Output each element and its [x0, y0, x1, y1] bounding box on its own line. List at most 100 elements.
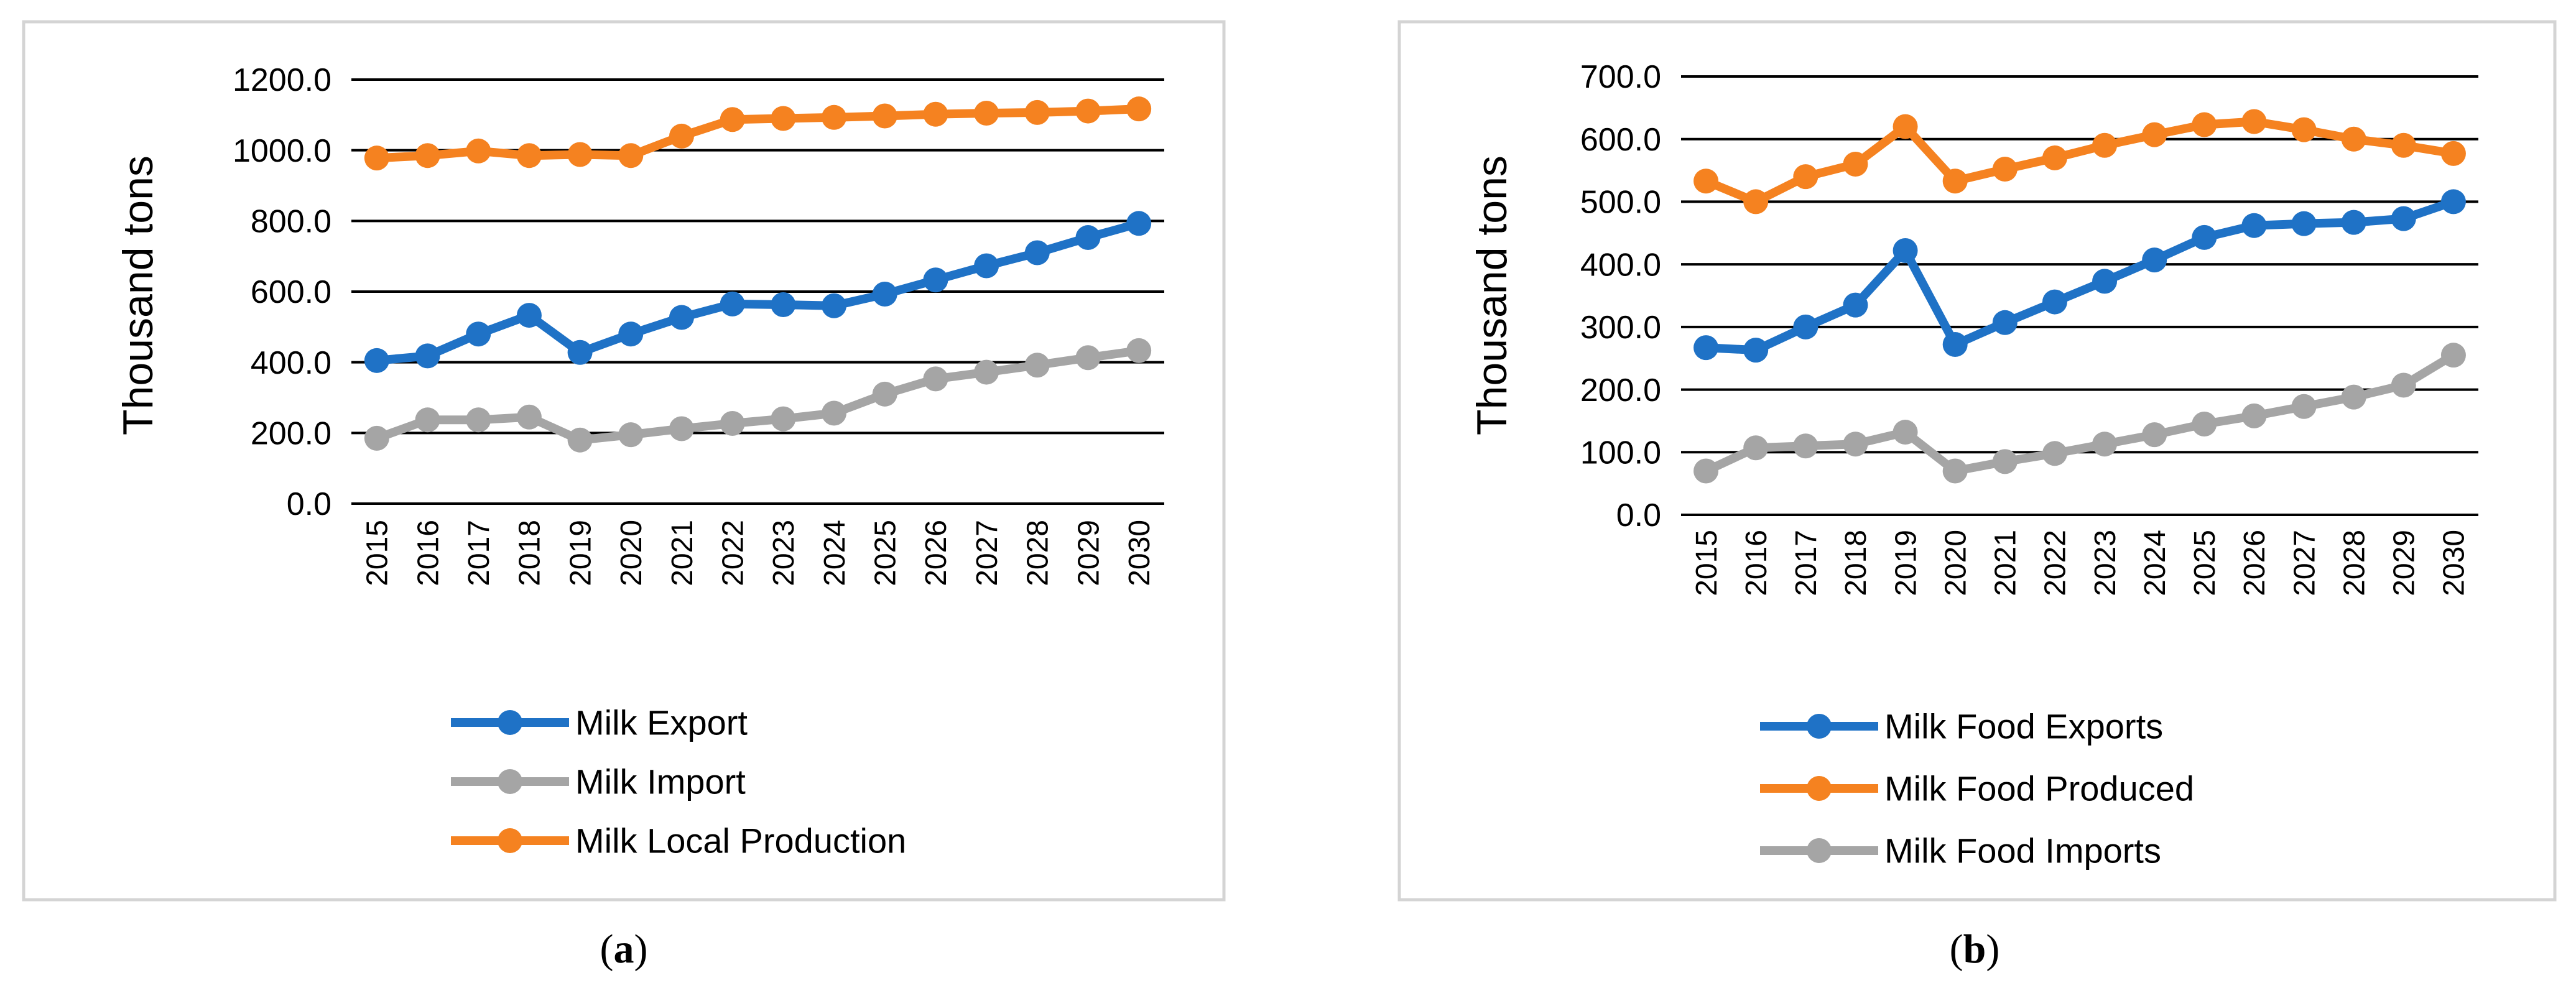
y-tick-label: 700.0 — [1580, 59, 1661, 95]
x-tick-label: 2015 — [1690, 530, 1723, 596]
legend-swatch-marker — [498, 710, 522, 735]
data-point — [1126, 211, 1152, 236]
legend-label: Milk Food Produced — [1884, 769, 2194, 808]
x-tick-label: 2024 — [2139, 530, 2172, 596]
x-tick-label: 2025 — [2189, 530, 2222, 596]
x-tick-label: 2023 — [2089, 530, 2122, 596]
legend-swatch-marker — [1807, 714, 1832, 739]
data-point — [923, 101, 948, 127]
legend-label: Milk Food Exports — [1884, 707, 2163, 746]
data-point — [720, 410, 745, 436]
data-point — [618, 422, 644, 448]
x-tick-label: 2029 — [2388, 530, 2421, 596]
data-point — [1024, 240, 1050, 265]
y-tick-label: 600.0 — [1580, 122, 1661, 158]
caption-b-letter: b — [1963, 926, 1986, 972]
data-point — [1843, 292, 1868, 318]
x-tick-label: 2018 — [1840, 530, 1873, 596]
data-point — [415, 143, 440, 169]
data-point — [1942, 169, 1968, 194]
x-tick-label: 2024 — [818, 520, 851, 586]
data-point — [364, 348, 389, 373]
data-point — [669, 305, 694, 330]
data-point — [2142, 422, 2167, 448]
data-point — [2142, 247, 2167, 273]
legend-entry: Milk Food Exports — [1760, 707, 2163, 746]
data-point — [1793, 314, 1818, 339]
x-tick-label: 2026 — [920, 520, 953, 586]
x-tick-label: 2020 — [615, 520, 648, 586]
data-point — [567, 427, 593, 453]
data-point — [822, 400, 847, 426]
legend-label: Milk Import — [575, 762, 746, 801]
data-point — [415, 407, 440, 433]
legend-a: Milk Export Milk Import Milk Local Product… — [451, 703, 906, 861]
series-line — [375, 346, 1140, 445]
data-point — [2142, 122, 2167, 147]
data-point — [2192, 224, 2217, 250]
caption-a-letter: a — [614, 926, 634, 972]
x-tick-label: 2019 — [1889, 530, 1922, 596]
legend-entry: Milk Local Production — [451, 821, 906, 861]
x-tick-label: 2027 — [2288, 530, 2321, 596]
y-tick-label: 1200.0 — [233, 62, 331, 98]
y-tick-label: 0.0 — [287, 486, 331, 522]
plot-area-b: 0.0 100.0 200.0 300.0 400.0 500.0 600.0 700.0 20… — [1580, 59, 2478, 596]
x-tick-label: 2019 — [564, 520, 597, 586]
data-point — [516, 303, 542, 328]
x-tick-label: 2026 — [2238, 530, 2271, 596]
data-point — [2291, 211, 2317, 236]
data-point — [2092, 269, 2118, 294]
data-point — [974, 359, 999, 385]
y-tick-label: 0.0 — [1616, 497, 1661, 533]
data-point — [2042, 441, 2067, 466]
data-point — [923, 267, 948, 293]
data-point — [872, 281, 897, 307]
x-tick-label: 2022 — [2039, 530, 2072, 596]
data-point — [2092, 432, 2118, 457]
data-point — [618, 321, 644, 347]
legend-entry: Milk Export — [451, 703, 748, 742]
data-point — [1843, 432, 1868, 457]
x-tick-label: 2022 — [716, 520, 749, 586]
legend-label: Milk Food Imports — [1884, 831, 2161, 870]
data-point — [2341, 384, 2366, 410]
data-point — [1743, 435, 1769, 461]
data-point — [1942, 332, 1968, 358]
data-point — [466, 407, 491, 433]
y-tick-label: 200.0 — [251, 416, 331, 452]
data-point — [1793, 164, 1818, 190]
legend-swatch-marker — [498, 769, 522, 794]
series-line — [1704, 117, 2455, 206]
data-point — [1693, 458, 1719, 484]
data-point — [822, 293, 847, 318]
data-point — [669, 416, 694, 441]
data-point — [872, 103, 897, 129]
x-tick-label: 2028 — [1022, 520, 1055, 586]
plot-area-a: 0.0 200.0 400.0 600.0 800.0 1000.0 1200.0 2015 2… — [233, 62, 1164, 586]
data-point — [2042, 145, 2067, 170]
data-point — [2192, 112, 2217, 137]
x-tick-label: 2030 — [2438, 530, 2471, 596]
y-tick-label: 1000.0 — [233, 133, 331, 169]
data-point — [2391, 372, 2416, 398]
data-point — [567, 142, 593, 167]
y-tick-label: 800.0 — [251, 204, 331, 240]
data-point — [1024, 353, 1050, 378]
data-point — [618, 143, 644, 169]
chart-panel-b: Thousand tons 0.0 100.0 200.0 300.0 400.0 500… — [1397, 20, 2557, 902]
y-tick-label: 200.0 — [1580, 372, 1661, 409]
data-point — [415, 343, 440, 369]
x-tick-label: 2016 — [412, 520, 445, 586]
data-point — [2241, 403, 2267, 428]
legend-b: Milk Food Exports Milk Food Produced Milk … — [1760, 707, 2194, 870]
legend-entry: Milk Food Produced — [1760, 769, 2194, 808]
data-point — [771, 406, 796, 432]
data-point — [1075, 345, 1101, 371]
data-point — [1992, 310, 2018, 335]
data-point — [974, 100, 999, 126]
data-point — [2440, 141, 2466, 166]
legend-entry: Milk Food Imports — [1760, 831, 2161, 870]
x-tick-label: 2017 — [463, 520, 496, 586]
